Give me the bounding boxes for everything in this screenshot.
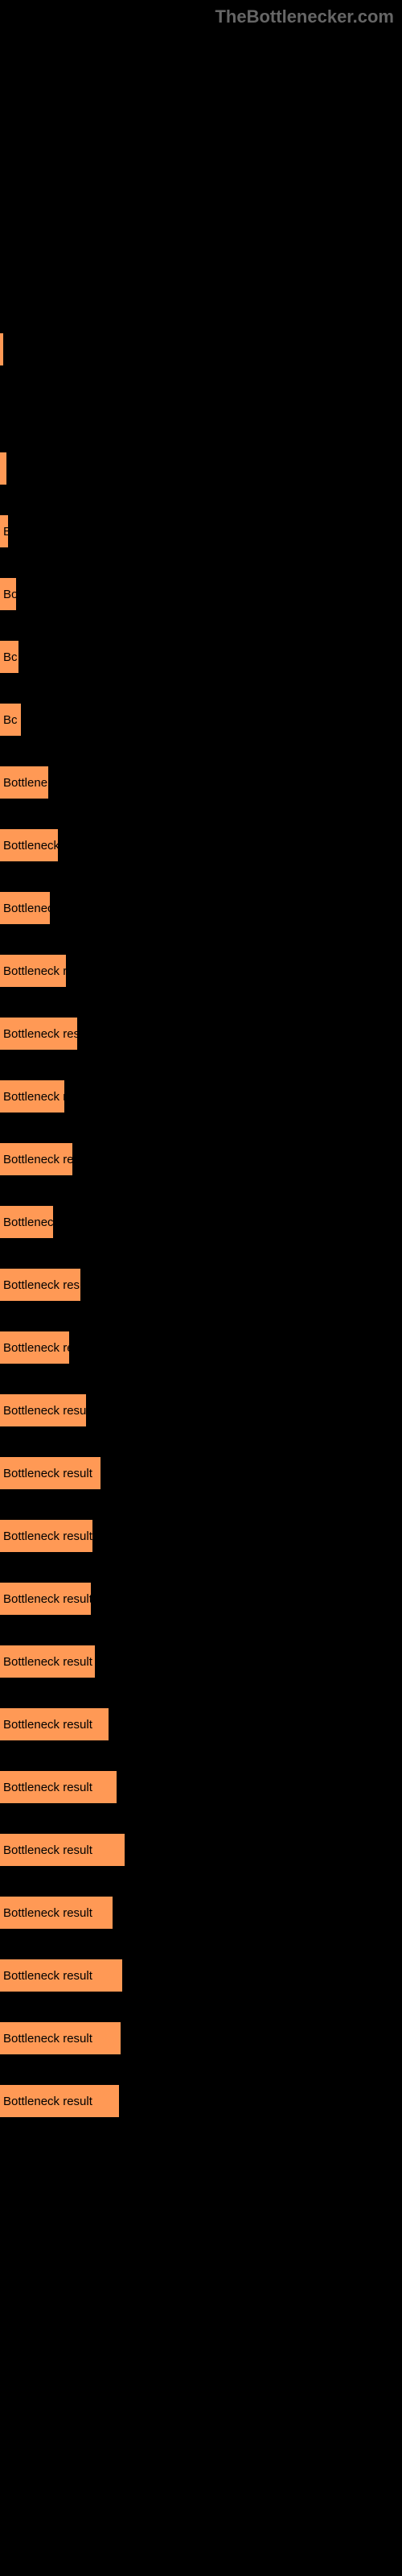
bar-10: Bottleneck result [0,1018,77,1050]
bar-row: Bottleneck [0,1206,402,1238]
bar-row: Bottleneck result [0,1583,402,1615]
bar-11: Bottleneck re [0,1080,64,1113]
bar-22: Bottleneck result [0,1771,117,1803]
bar-14: Bottleneck result [0,1269,80,1301]
bar-13: Bottleneck [0,1206,53,1238]
watermark-text: TheBottlenecker.com [0,0,402,27]
bar-2: E [0,515,8,547]
bar-row: Bottleneck result [0,1834,402,1866]
bar-row: Bottleneck result [0,1959,402,1992]
bar-row [0,452,402,485]
bar-15: Bottleneck res [0,1331,69,1364]
bar-23: Bottleneck result [0,1834,125,1866]
bar-0 [0,333,3,365]
bar-9: Bottleneck res [0,955,66,987]
bar-26: Bottleneck result [0,2022,121,2054]
bar-row: Bottleneck result [0,2022,402,2054]
bar-row: Bottleneck result [0,1520,402,1552]
bar-7: Bottleneck re [0,829,58,861]
bar-row: Bottlenec [0,892,402,924]
bar-row: E [0,515,402,547]
bar-16: Bottleneck result [0,1394,86,1426]
bar-24: Bottleneck result [0,1897,113,1929]
bar-row: Bottleneck re [0,1080,402,1113]
bar-row: Bottleneck result [0,1708,402,1740]
bar-row: Bottlene [0,766,402,799]
mid-spacer [0,396,402,452]
bar-1 [0,452,6,485]
bar-row: Bottleneck result [0,1771,402,1803]
bar-row: Bottleneck result [0,1897,402,1929]
bar-3: Bo [0,578,16,610]
bar-row: Bottleneck result [0,1018,402,1050]
bar-row [0,333,402,365]
bar-row: Bottleneck result [0,1457,402,1489]
bar-12: Bottleneck resu [0,1143,72,1175]
bar-chart: E Bo Bc Bc Bottlene Bottleneck re Bottle… [0,325,402,2156]
bar-8: Bottlenec [0,892,50,924]
bar-25: Bottleneck result [0,1959,122,1992]
bar-5: Bc [0,704,21,736]
bar-6: Bottlene [0,766,48,799]
bar-row: Bottleneck res [0,955,402,987]
bar-row: Bc [0,641,402,673]
bar-row: Bottleneck re [0,829,402,861]
bar-4: Bc [0,641,18,673]
bar-row: Bottleneck res [0,1331,402,1364]
bar-row: Bottleneck result [0,1645,402,1678]
bar-row: Bottleneck result [0,1269,402,1301]
bar-18: Bottleneck result [0,1520,92,1552]
bar-row: Bc [0,704,402,736]
bar-row: Bo [0,578,402,610]
bar-19: Bottleneck result [0,1583,91,1615]
bar-17: Bottleneck result [0,1457,100,1489]
bar-21: Bottleneck result [0,1708,109,1740]
header-spacer [0,27,402,325]
bar-row: Bottleneck result [0,2085,402,2117]
bar-20: Bottleneck result [0,1645,95,1678]
bar-row: Bottleneck resu [0,1143,402,1175]
bar-row: Bottleneck result [0,1394,402,1426]
bar-27: Bottleneck result [0,2085,119,2117]
